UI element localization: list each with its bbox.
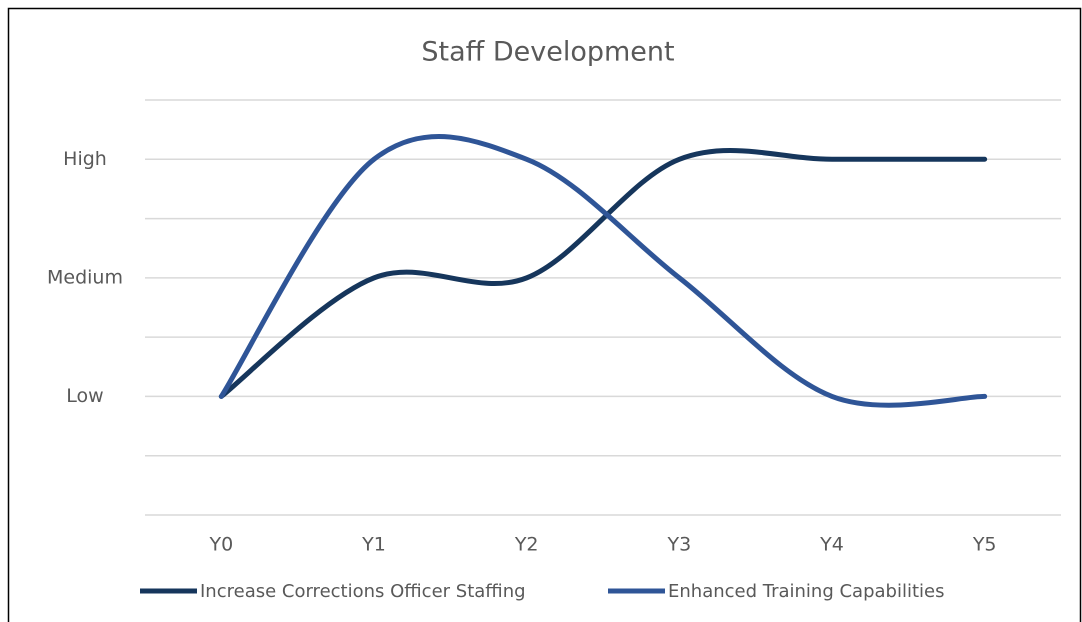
x-tick-label: Y0 bbox=[208, 534, 233, 556]
x-tick-label: Y1 bbox=[361, 534, 386, 556]
x-tick-label: Y3 bbox=[666, 534, 691, 556]
y-tick-label: High bbox=[63, 148, 107, 170]
legend-label: Increase Corrections Officer Staffing bbox=[200, 581, 526, 602]
x-tick-label: Y2 bbox=[514, 534, 539, 556]
legend-label: Enhanced Training Capabilities bbox=[668, 581, 945, 602]
chart-frame bbox=[7, 7, 1082, 622]
y-tick-label: Medium bbox=[47, 266, 123, 288]
series-line bbox=[218, 148, 988, 399]
x-tick-label: Y4 bbox=[819, 534, 844, 556]
y-tick-label: Low bbox=[66, 385, 103, 407]
x-tick-label: Y5 bbox=[972, 534, 997, 556]
series-line bbox=[218, 133, 988, 408]
chart-title: Staff Development bbox=[421, 37, 674, 68]
